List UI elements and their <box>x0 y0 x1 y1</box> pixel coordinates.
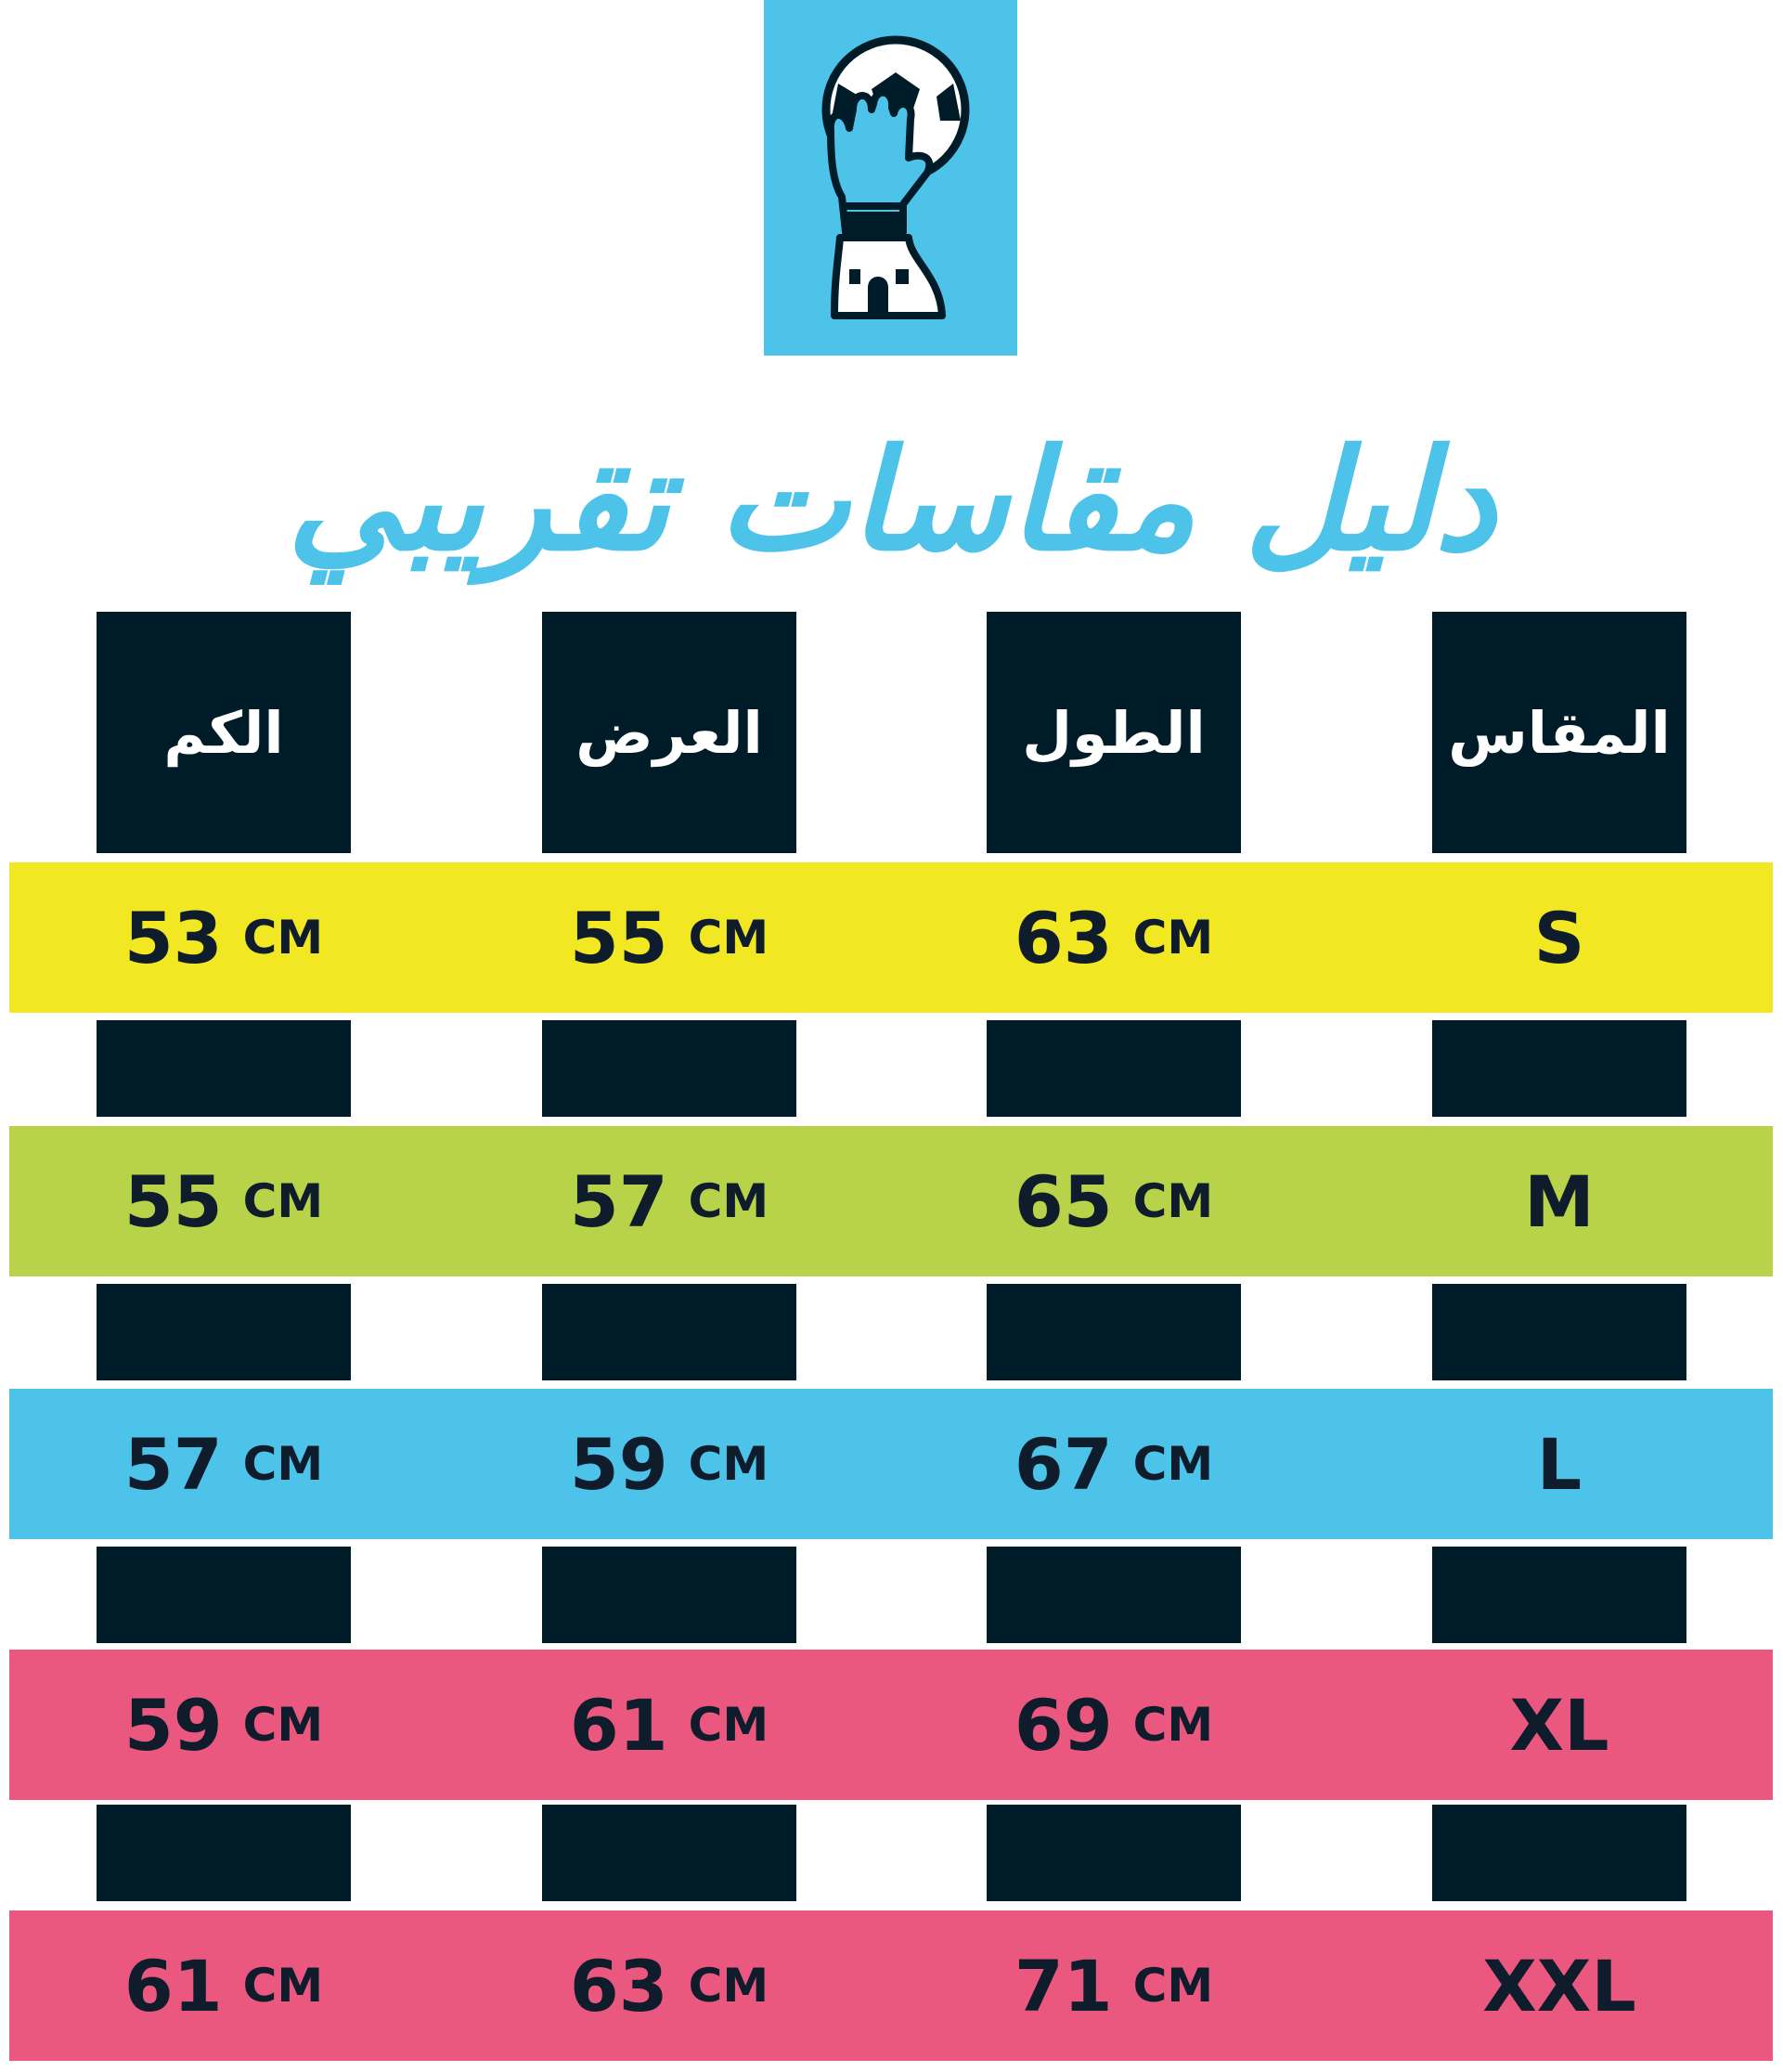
size-value: XXL <box>1482 1944 1636 2027</box>
length-cell: 67 CM <box>987 1389 1241 1539</box>
unit-label: CM <box>1132 1698 1214 1752</box>
length-value: 69 <box>1014 1683 1113 1767</box>
length-cell: 65 CM <box>987 1126 1241 1276</box>
unit-label: CM <box>688 911 769 965</box>
size-row-l: 57 CM 59 CM 67 CM L <box>9 1389 1773 1539</box>
length-cell: 71 CM <box>987 1910 1241 2061</box>
unit-label: CM <box>242 1437 324 1491</box>
size-value: L <box>1536 1422 1583 1506</box>
unit-label: CM <box>242 911 324 965</box>
width-cell: 55 CM <box>542 862 796 1013</box>
separator-block <box>987 1547 1241 1643</box>
width-cell: 61 CM <box>542 1650 796 1800</box>
separator-block <box>542 1020 796 1117</box>
unit-label: CM <box>688 1959 769 2013</box>
unit-label: CM <box>1132 911 1214 965</box>
separator-block <box>97 1547 351 1643</box>
separator-block <box>542 1284 796 1380</box>
width-value: 63 <box>569 1944 668 2027</box>
sleeve-value: 59 <box>123 1683 223 1767</box>
unit-label: CM <box>1132 1959 1214 2013</box>
size-cell: S <box>1432 862 1686 1013</box>
goalkeeper-glove-ball-trophy-icon <box>821 35 970 319</box>
size-row-xl: 59 CM 61 CM 69 CM XL <box>9 1650 1773 1800</box>
width-value: 61 <box>569 1683 668 1767</box>
sleeve-value: 53 <box>123 896 223 979</box>
width-value: 55 <box>569 896 668 979</box>
header-width: العرض <box>542 612 796 853</box>
length-value: 63 <box>1014 896 1113 979</box>
size-cell: XXL <box>1432 1910 1686 2061</box>
width-cell: 59 CM <box>542 1389 796 1539</box>
logo <box>764 0 1017 356</box>
separator-block <box>987 1020 1241 1117</box>
sleeve-cell: 53 CM <box>97 862 351 1013</box>
size-row-s: 53 CM 55 CM 63 CM S <box>9 862 1773 1013</box>
sleeve-cell: 61 CM <box>97 1910 351 2061</box>
size-value: M <box>1524 1159 1595 1243</box>
separator-block <box>1432 1284 1686 1380</box>
size-row-m: 55 CM 57 CM 65 CM M <box>9 1126 1773 1276</box>
separator-block <box>97 1805 351 1901</box>
unit-label: CM <box>688 1698 769 1752</box>
width-cell: 63 CM <box>542 1910 796 2061</box>
width-value: 59 <box>569 1422 668 1506</box>
header-sleeve: الكم <box>97 612 351 853</box>
unit-label: CM <box>1132 1437 1214 1491</box>
unit-label: CM <box>242 1959 324 2013</box>
size-value: XL <box>1509 1683 1609 1767</box>
size-row-xxl: 61 CM 63 CM 71 CM XXL <box>9 1910 1773 2061</box>
header-length: الطول <box>987 612 1241 853</box>
separator-block <box>542 1805 796 1901</box>
size-cell: M <box>1432 1126 1686 1276</box>
unit-label: CM <box>242 1698 324 1752</box>
separator-block <box>542 1547 796 1643</box>
unit-label: CM <box>688 1174 769 1228</box>
separator-block <box>97 1284 351 1380</box>
page-title: دليل مقاسات تقريبي <box>287 421 1496 582</box>
header-length-label: الطول <box>1022 698 1206 767</box>
header-width-label: العرض <box>575 698 763 767</box>
separator-block <box>1432 1805 1686 1901</box>
length-value: 67 <box>1014 1422 1113 1506</box>
separator-block <box>97 1020 351 1117</box>
unit-label: CM <box>242 1174 324 1228</box>
length-value: 71 <box>1014 1944 1113 2027</box>
length-value: 65 <box>1014 1159 1113 1243</box>
sleeve-cell: 55 CM <box>97 1126 351 1276</box>
width-cell: 57 CM <box>542 1126 796 1276</box>
separator-block <box>987 1284 1241 1380</box>
separator-block <box>1432 1547 1686 1643</box>
header-sleeve-label: الكم <box>163 698 284 767</box>
size-value: S <box>1533 896 1585 979</box>
width-value: 57 <box>569 1159 668 1243</box>
separator-block <box>1432 1020 1686 1117</box>
sleeve-cell: 59 CM <box>97 1650 351 1800</box>
separator-block <box>987 1805 1241 1901</box>
sleeve-value: 55 <box>123 1159 223 1243</box>
header-size-label: المقاس <box>1448 698 1671 767</box>
sleeve-value: 57 <box>123 1422 223 1506</box>
length-cell: 69 CM <box>987 1650 1241 1800</box>
unit-label: CM <box>688 1437 769 1491</box>
size-cell: L <box>1432 1389 1686 1539</box>
sleeve-value: 61 <box>123 1944 223 2027</box>
unit-label: CM <box>1132 1174 1214 1228</box>
size-cell: XL <box>1432 1650 1686 1800</box>
sleeve-cell: 57 CM <box>97 1389 351 1539</box>
length-cell: 63 CM <box>987 862 1241 1013</box>
header-size: المقاس <box>1432 612 1686 853</box>
